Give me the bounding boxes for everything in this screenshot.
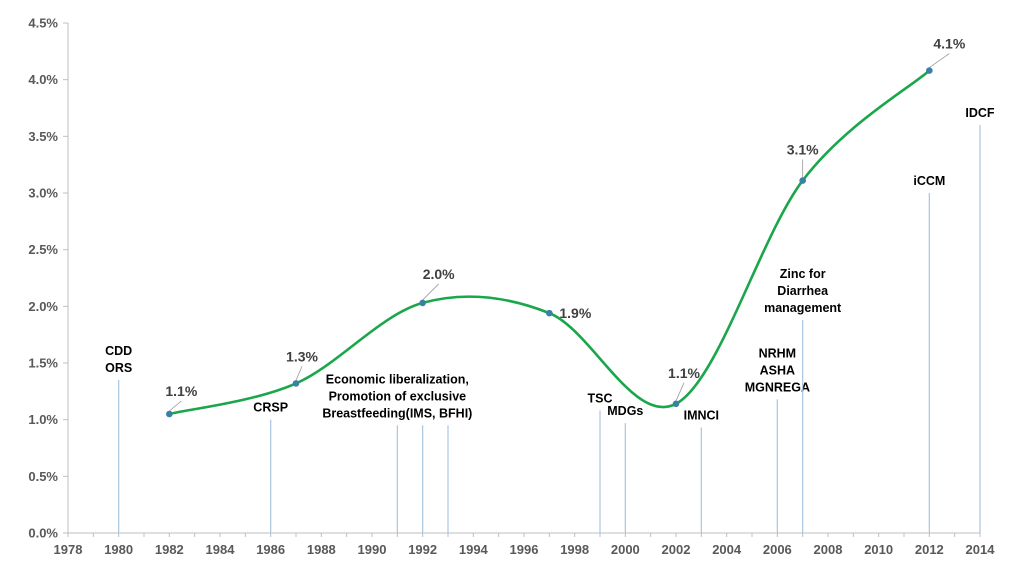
data-label: 1.3% bbox=[286, 348, 318, 364]
annotation-label: IDCF bbox=[965, 106, 995, 120]
annotation-text: TSC bbox=[588, 392, 613, 406]
annotation-text: ORS bbox=[105, 361, 132, 375]
data-label-leader bbox=[422, 283, 439, 301]
series-line bbox=[169, 69, 931, 416]
x-tick-label: 2010 bbox=[864, 542, 893, 557]
y-tick-label: 3.0% bbox=[28, 186, 58, 201]
data-point bbox=[419, 299, 426, 307]
annotation-label: iCCM bbox=[913, 174, 945, 188]
y-tick-label: 2.0% bbox=[28, 299, 58, 314]
x-tick-label: 1994 bbox=[459, 542, 489, 557]
data-point bbox=[546, 309, 553, 317]
data-label: 1.1% bbox=[165, 383, 197, 399]
annotation-text: Promotion of exclusive bbox=[329, 389, 467, 403]
data-point bbox=[292, 380, 300, 387]
annotation-text: ASHA bbox=[760, 363, 795, 377]
annotation-label: TSC bbox=[588, 392, 613, 406]
x-tick-label: 2004 bbox=[712, 542, 742, 557]
data-label-leader bbox=[929, 53, 950, 68]
annotation-text: management bbox=[764, 301, 842, 315]
data-label: 1.1% bbox=[668, 365, 700, 381]
x-tick-label: 2008 bbox=[814, 542, 843, 557]
data-label: 1.9% bbox=[559, 305, 591, 321]
annotation-text: Zinc for bbox=[780, 267, 826, 281]
x-tick-label: 2006 bbox=[763, 542, 792, 557]
annotation-text: IDCF bbox=[965, 106, 995, 120]
data-point bbox=[672, 400, 680, 408]
y-tick-label: 4.5% bbox=[28, 16, 58, 31]
y-tick-label: 1.5% bbox=[28, 356, 58, 371]
annotation-text: NRHM bbox=[759, 346, 797, 360]
y-tick-label: 0.0% bbox=[28, 526, 58, 541]
y-tick-label: 3.5% bbox=[28, 129, 58, 144]
x-tick-label: 1982 bbox=[155, 542, 184, 557]
x-tick-label: 1996 bbox=[510, 542, 539, 557]
annotation-text: CRSP bbox=[253, 401, 288, 415]
data-point bbox=[926, 67, 933, 74]
annotation-text: Diarrhea bbox=[777, 284, 829, 298]
x-tick-label: 1998 bbox=[560, 542, 589, 557]
y-tick-label: 1.0% bbox=[28, 412, 58, 427]
data-label: 3.1% bbox=[787, 142, 819, 158]
annotation-label: MDGs bbox=[607, 404, 643, 418]
x-tick-label: 2012 bbox=[915, 542, 944, 557]
annotation-label: Zinc for Diarrhea management bbox=[764, 267, 842, 315]
annotation-text: Economic liberalization, bbox=[326, 372, 469, 386]
x-tick-label: 1978 bbox=[54, 542, 83, 557]
x-tick-label: 1990 bbox=[358, 542, 387, 557]
y-tick-label: 4.0% bbox=[28, 72, 58, 87]
y-tick-label: 2.5% bbox=[28, 242, 58, 257]
annotation-text: MDGs bbox=[607, 404, 643, 418]
data-label-leader bbox=[295, 366, 303, 381]
annotation-text: iCCM bbox=[913, 174, 945, 188]
annotation-label: IMNCI bbox=[684, 409, 719, 423]
x-tick-label: 1984 bbox=[206, 542, 236, 557]
annotation-text: IMNCI bbox=[684, 409, 719, 423]
annotation-text: MGNREGA bbox=[745, 380, 810, 394]
data-label: 2.0% bbox=[423, 266, 455, 282]
annotation-label: NRHM ASHA MGNREGA bbox=[745, 346, 810, 394]
data-label-leader bbox=[169, 400, 182, 412]
x-tick-label: 2002 bbox=[662, 542, 691, 557]
x-tick-label: 1992 bbox=[408, 542, 437, 557]
data-label-leader bbox=[675, 382, 685, 401]
x-tick-label: 1988 bbox=[307, 542, 336, 557]
x-tick-label: 1986 bbox=[256, 542, 285, 557]
y-tick-label: 0.5% bbox=[28, 469, 58, 484]
data-point bbox=[799, 177, 806, 184]
x-tick-label: 2000 bbox=[611, 542, 640, 557]
annotation-text: Breastfeeding(IMS, BFHI) bbox=[322, 406, 472, 420]
x-tick-label: 1980 bbox=[104, 542, 133, 557]
annotation-label: CDD ORS bbox=[105, 344, 132, 375]
annotation-label: Economic liberalization, Promotion of exc… bbox=[322, 372, 472, 420]
x-tick-label: 2014 bbox=[966, 542, 996, 557]
data-point bbox=[166, 410, 173, 418]
annotation-label: CRSP bbox=[253, 401, 288, 415]
data-label: 4.1% bbox=[933, 36, 965, 52]
annotation-text: CDD bbox=[105, 344, 132, 358]
